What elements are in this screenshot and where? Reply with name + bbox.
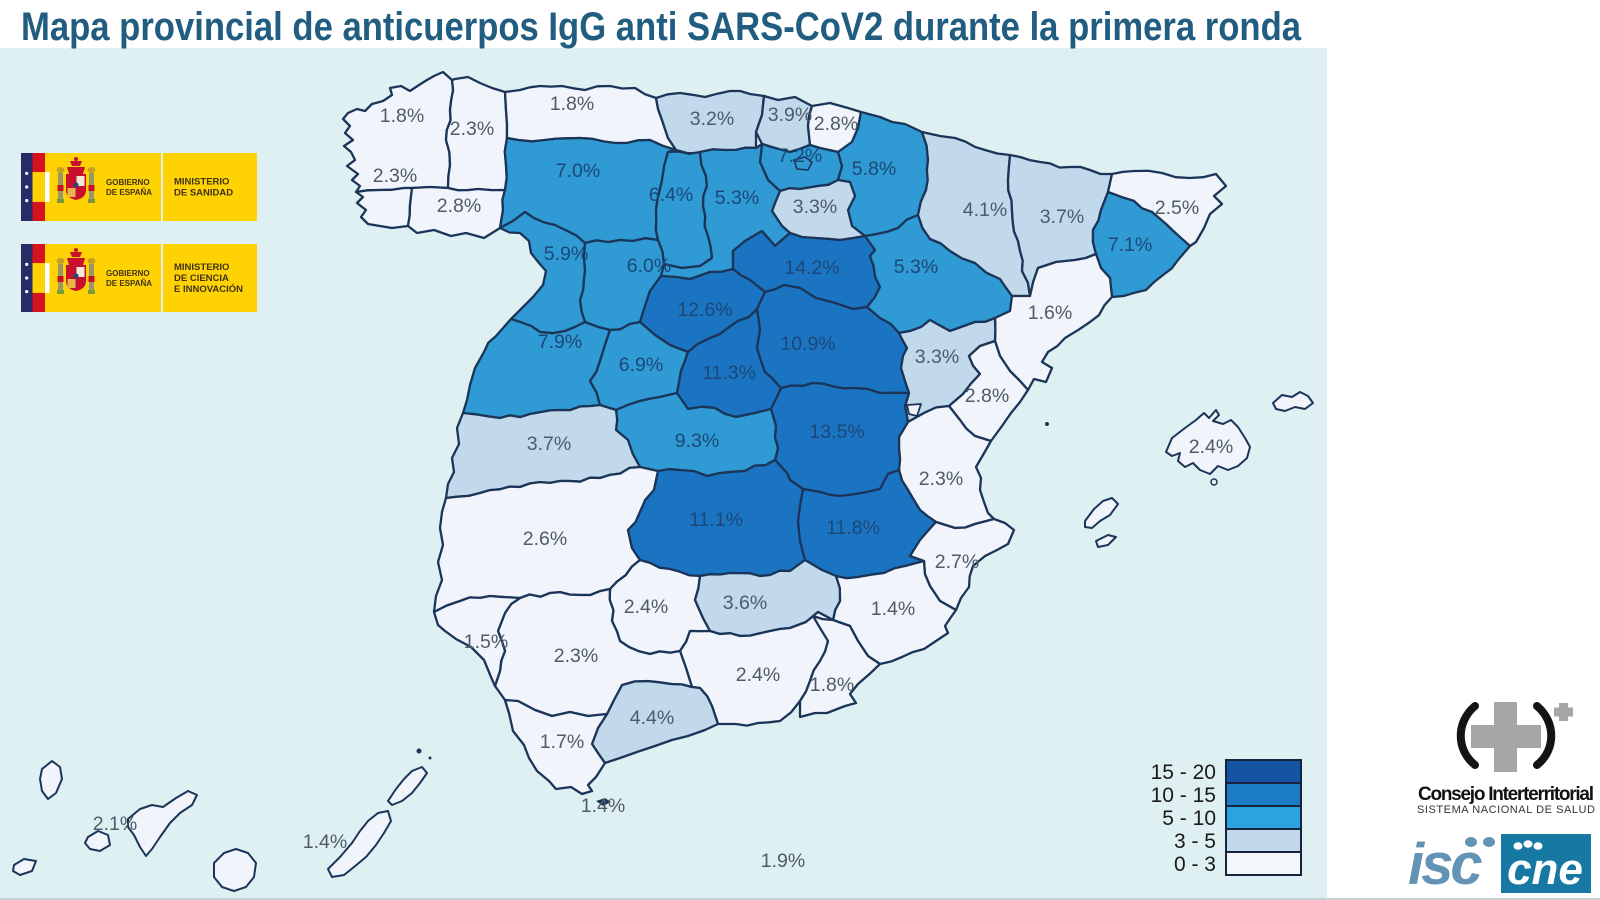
svg-text:2.8%: 2.8% bbox=[437, 195, 481, 217]
svg-text:4.4%: 4.4% bbox=[630, 707, 674, 729]
svg-text:DE SANIDAD: DE SANIDAD bbox=[174, 188, 233, 199]
svg-text:10 - 15: 10 - 15 bbox=[1151, 784, 1216, 807]
svg-text:3.3%: 3.3% bbox=[793, 196, 837, 218]
svg-text:9.3%: 9.3% bbox=[675, 430, 719, 452]
svg-text:2.6%: 2.6% bbox=[523, 528, 567, 550]
svg-text:1.5%: 1.5% bbox=[464, 631, 508, 653]
svg-text:11.1%: 11.1% bbox=[689, 509, 743, 531]
svg-text:DE ESPAÑA: DE ESPAÑA bbox=[106, 188, 152, 197]
svg-text:2.3%: 2.3% bbox=[554, 645, 598, 667]
svg-text:SISTEMA NACIONAL DE SALUD: SISTEMA NACIONAL DE SALUD bbox=[1417, 804, 1595, 816]
svg-text:0 - 3: 0 - 3 bbox=[1174, 853, 1216, 876]
svg-text:2.1%: 2.1% bbox=[93, 813, 137, 835]
svg-text:3.3%: 3.3% bbox=[915, 346, 959, 368]
svg-text:GOBIERNO: GOBIERNO bbox=[106, 178, 150, 187]
svg-text:5 - 10: 5 - 10 bbox=[1162, 807, 1216, 830]
svg-text:1.4%: 1.4% bbox=[871, 598, 915, 620]
svg-text:2.5%: 2.5% bbox=[1155, 197, 1199, 219]
svg-text:1.8%: 1.8% bbox=[550, 93, 594, 115]
svg-text:2.3%: 2.3% bbox=[919, 468, 963, 490]
svg-text:1.6%: 1.6% bbox=[1028, 302, 1072, 324]
svg-text:1.8%: 1.8% bbox=[380, 105, 424, 127]
svg-text:4.1%: 4.1% bbox=[963, 199, 1007, 221]
svg-text:2.3%: 2.3% bbox=[450, 118, 494, 140]
svg-text:5.8%: 5.8% bbox=[852, 158, 896, 180]
svg-text:7.1%: 7.1% bbox=[1108, 234, 1152, 256]
svg-text:2.8%: 2.8% bbox=[965, 385, 1009, 407]
svg-text:2.3%: 2.3% bbox=[373, 165, 417, 187]
svg-text:3.6%: 3.6% bbox=[723, 592, 767, 614]
svg-text:1.4%: 1.4% bbox=[303, 831, 347, 853]
svg-text:1.4%: 1.4% bbox=[581, 795, 625, 817]
svg-text:15 - 20: 15 - 20 bbox=[1151, 761, 1216, 784]
svg-text:DE ESPAÑA: DE ESPAÑA bbox=[106, 279, 152, 288]
svg-text:2.4%: 2.4% bbox=[624, 596, 668, 618]
svg-text:5.9%: 5.9% bbox=[544, 243, 588, 265]
svg-text:MINISTERIO: MINISTERIO bbox=[174, 262, 229, 273]
svg-text:13.5%: 13.5% bbox=[809, 421, 864, 443]
svg-text:7.0%: 7.0% bbox=[556, 160, 600, 182]
svg-text:3.2%: 3.2% bbox=[690, 108, 734, 130]
svg-text:1.8%: 1.8% bbox=[810, 674, 854, 696]
svg-text:6.9%: 6.9% bbox=[619, 354, 663, 376]
svg-text:12.6%: 12.6% bbox=[677, 299, 732, 321]
svg-text:1.7%: 1.7% bbox=[540, 731, 584, 753]
svg-text:DE CIENCIA: DE CIENCIA bbox=[174, 273, 229, 284]
svg-text:10.9%: 10.9% bbox=[780, 333, 835, 355]
svg-text:7.9%: 7.9% bbox=[538, 331, 582, 353]
svg-text:E INNOVACIÓN: E INNOVACIÓN bbox=[174, 283, 243, 295]
svg-text:7.2%: 7.2% bbox=[778, 145, 822, 167]
svg-text:Mapa provincial de anticuerpos: Mapa provincial de anticuerpos IgG anti … bbox=[21, 5, 1302, 49]
svg-text:1.9%: 1.9% bbox=[761, 850, 805, 872]
svg-text:11.3%: 11.3% bbox=[702, 362, 756, 384]
svg-text:Consejo Interterritorial: Consejo Interterritorial bbox=[1418, 784, 1594, 805]
svg-text:6.4%: 6.4% bbox=[649, 184, 693, 206]
svg-text:2.4%: 2.4% bbox=[1189, 436, 1233, 458]
svg-text:GOBIERNO: GOBIERNO bbox=[106, 269, 150, 278]
svg-text:11.8%: 11.8% bbox=[826, 517, 880, 539]
svg-text:2.8%: 2.8% bbox=[814, 113, 858, 135]
svg-text:14.2%: 14.2% bbox=[784, 257, 839, 279]
svg-text:2.4%: 2.4% bbox=[736, 664, 780, 686]
svg-text:3 - 5: 3 - 5 bbox=[1174, 830, 1216, 853]
svg-text:6.0%: 6.0% bbox=[627, 255, 671, 277]
svg-text:3.7%: 3.7% bbox=[527, 433, 571, 455]
svg-text:2.7%: 2.7% bbox=[935, 551, 979, 573]
svg-text:3.7%: 3.7% bbox=[1040, 206, 1084, 228]
svg-text:MINISTERIO: MINISTERIO bbox=[174, 177, 229, 188]
svg-text:3.9%: 3.9% bbox=[768, 104, 812, 126]
svg-text:cne: cne bbox=[1507, 845, 1583, 894]
svg-text:5.3%: 5.3% bbox=[715, 187, 759, 209]
svg-text:5.3%: 5.3% bbox=[894, 256, 938, 278]
